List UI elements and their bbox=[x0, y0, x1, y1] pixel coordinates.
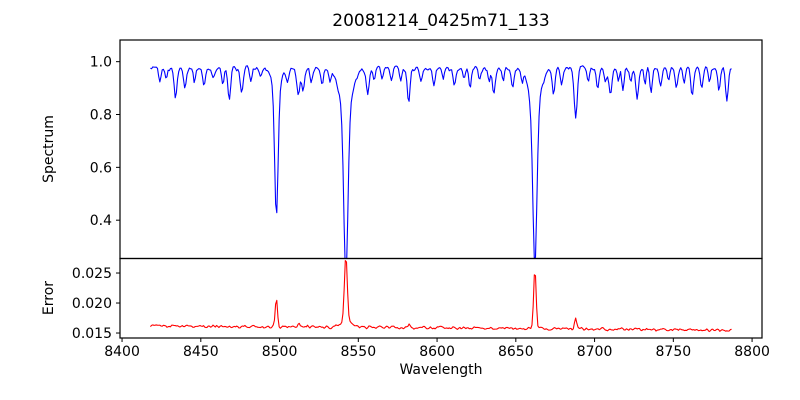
y-tick-label: 0.025 bbox=[72, 266, 112, 282]
spectrum-panel-frame bbox=[119, 39, 763, 260]
x-tick-label: 8700 bbox=[577, 344, 613, 360]
chart-title: 20081214_0425m71_133 bbox=[332, 11, 550, 31]
y-tick-label: 1.0 bbox=[90, 55, 112, 71]
x-axis-label: Wavelength bbox=[399, 362, 483, 378]
x-tick-label: 8400 bbox=[104, 344, 140, 360]
x-tick-label: 8650 bbox=[498, 344, 534, 360]
spectrum-series-line bbox=[150, 65, 732, 259]
y-tick-label: 0.6 bbox=[90, 160, 112, 176]
x-tick-label: 8600 bbox=[419, 344, 455, 360]
x-tick-label: 8450 bbox=[183, 344, 219, 360]
y-tick-label: 0.4 bbox=[90, 213, 112, 229]
y-axis-label-error: Error bbox=[41, 280, 57, 316]
y-tick-label: 0.020 bbox=[72, 296, 112, 312]
y-tick-label: 0.8 bbox=[90, 108, 112, 124]
x-tick-label: 8550 bbox=[340, 344, 376, 360]
x-tick-label: 8750 bbox=[656, 344, 692, 360]
x-tick-label: 8500 bbox=[262, 344, 298, 360]
error-series-line bbox=[149, 260, 732, 333]
x-tick-label: 8800 bbox=[734, 344, 770, 360]
error-panel-frame bbox=[119, 257, 763, 339]
y-tick-label: 0.015 bbox=[72, 326, 112, 342]
y-axis-label-spectrum: Spectrum bbox=[41, 115, 57, 183]
